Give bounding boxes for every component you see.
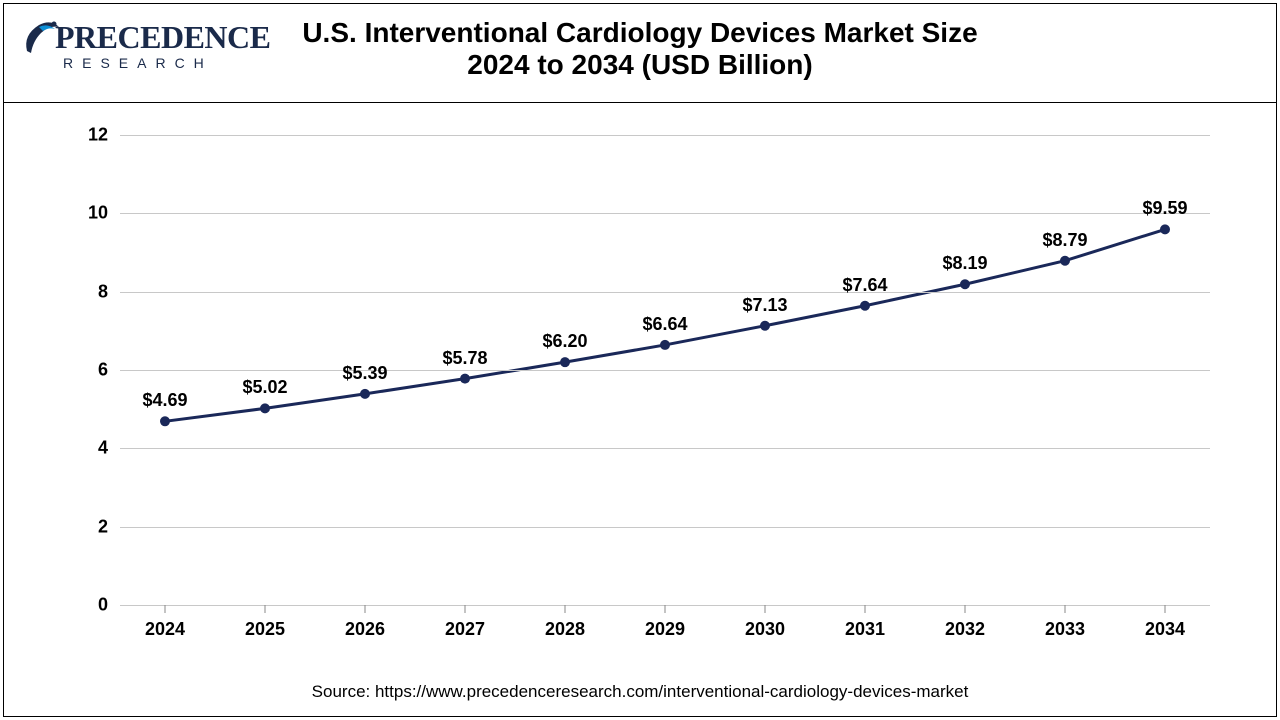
chart-title: U.S. Interventional Cardiology Devices M… xyxy=(3,17,1277,81)
x-tick xyxy=(465,605,466,613)
y-axis-label: 8 xyxy=(98,281,108,302)
x-tick xyxy=(1065,605,1066,613)
x-tick xyxy=(965,605,966,613)
data-point-label: $6.20 xyxy=(542,331,587,352)
data-marker xyxy=(560,357,570,367)
x-tick xyxy=(565,605,566,613)
data-point-label: $5.02 xyxy=(242,377,287,398)
y-axis-label: 6 xyxy=(98,360,108,381)
x-axis-label: 2034 xyxy=(1145,619,1185,640)
source-url: https://www.precedenceresearch.com/inter… xyxy=(375,682,968,701)
x-axis-label: 2024 xyxy=(145,619,185,640)
data-marker xyxy=(760,321,770,331)
x-tick xyxy=(1165,605,1166,613)
y-axis-label: 12 xyxy=(88,125,108,146)
data-marker xyxy=(260,403,270,413)
data-point-label: $6.64 xyxy=(642,314,687,335)
data-marker xyxy=(460,374,470,384)
data-marker xyxy=(960,279,970,289)
data-marker xyxy=(860,301,870,311)
x-tick xyxy=(865,605,866,613)
title-line-2: 2024 to 2034 (USD Billion) xyxy=(3,49,1277,81)
x-axis-label: 2030 xyxy=(745,619,785,640)
data-point-label: $5.78 xyxy=(442,348,487,369)
data-point-label: $5.39 xyxy=(342,363,387,384)
x-axis-label: 2029 xyxy=(645,619,685,640)
data-point-label: $4.69 xyxy=(142,390,187,411)
data-point-label: $9.59 xyxy=(1142,198,1187,219)
x-axis-label: 2028 xyxy=(545,619,585,640)
x-axis-label: 2031 xyxy=(845,619,885,640)
x-axis-label: 2027 xyxy=(445,619,485,640)
x-axis-label: 2032 xyxy=(945,619,985,640)
grid-line xyxy=(120,135,1210,136)
grid-line xyxy=(120,292,1210,293)
x-axis-label: 2033 xyxy=(1045,619,1085,640)
y-axis-label: 2 xyxy=(98,516,108,537)
y-axis-label: 4 xyxy=(98,438,108,459)
x-tick xyxy=(665,605,666,613)
data-point-label: $8.19 xyxy=(942,253,987,274)
line-chart: 0246810122024202520262027202820292030203… xyxy=(120,135,1210,605)
data-point-label: $8.79 xyxy=(1042,230,1087,251)
data-marker xyxy=(660,340,670,350)
grid-line xyxy=(120,370,1210,371)
x-tick xyxy=(265,605,266,613)
x-tick xyxy=(365,605,366,613)
data-point-label: $7.64 xyxy=(842,275,887,296)
data-marker xyxy=(160,416,170,426)
grid-line xyxy=(120,448,1210,449)
grid-line xyxy=(120,213,1210,214)
data-point-label: $7.13 xyxy=(742,295,787,316)
x-tick xyxy=(165,605,166,613)
grid-line xyxy=(120,527,1210,528)
title-line-1: U.S. Interventional Cardiology Devices M… xyxy=(3,17,1277,49)
data-marker xyxy=(360,389,370,399)
data-marker xyxy=(1060,256,1070,266)
x-tick xyxy=(765,605,766,613)
x-axis-label: 2026 xyxy=(345,619,385,640)
x-axis-label: 2025 xyxy=(245,619,285,640)
source-prefix: Source: xyxy=(312,682,375,701)
data-marker xyxy=(1160,224,1170,234)
source-citation: Source: https://www.precedenceresearch.c… xyxy=(0,682,1280,702)
y-axis-label: 10 xyxy=(88,203,108,224)
y-axis-label: 0 xyxy=(98,595,108,616)
header: PRECEDENCE RESEARCH U.S. Interventional … xyxy=(3,3,1277,103)
